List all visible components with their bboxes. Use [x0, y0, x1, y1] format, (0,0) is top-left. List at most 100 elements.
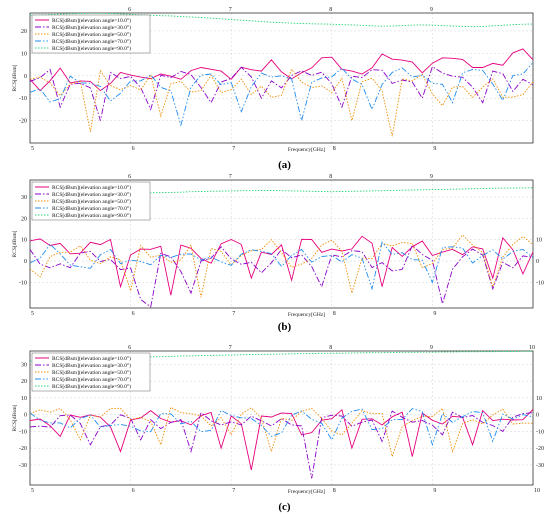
- y-tick-label: 30: [21, 195, 27, 201]
- y-tick-label: 10: [21, 238, 27, 244]
- y-tick-label: 30: [21, 362, 27, 368]
- x-tick-label: 7: [232, 311, 235, 317]
- series-line-4: [30, 241, 533, 291]
- legend-label: RCS[dBsm](elevation angle=70.0°): [52, 38, 131, 45]
- y-axis-label: RCS[dBsm]: [12, 230, 18, 257]
- y-tick-label: 0: [24, 413, 27, 419]
- x-tick-label: 9: [433, 146, 436, 152]
- plot-frame: [29, 179, 534, 309]
- series-line-1: [30, 408, 533, 470]
- x-tick-label: 10: [534, 488, 540, 494]
- x-tick-label: 5: [31, 311, 34, 317]
- legend-label: RCS[dBsm](elevation angle=10.0°): [52, 17, 131, 24]
- series-line-2: [30, 244, 533, 308]
- plot-frame: [29, 12, 534, 144]
- x-tick-label-top: 7: [229, 345, 232, 351]
- y-tick-label-right: -10: [536, 429, 544, 435]
- legend-label: RCS[dBsm](elevation angle=30.0°): [52, 362, 131, 369]
- legend-label: RCS[dBsm](elevation angle=30.0°): [52, 191, 131, 198]
- x-tick-label: 5: [31, 488, 34, 494]
- y-axis-label: RCS[dBsm]: [12, 404, 18, 431]
- x-tick-label: 7: [232, 488, 235, 494]
- series-line-3: [30, 68, 533, 137]
- y-tick-label: -20: [19, 119, 27, 125]
- y-tick-label-right: -30: [536, 463, 544, 469]
- y-tick-label-right: 0: [536, 259, 539, 265]
- panel-caption: (c): [278, 501, 291, 513]
- x-tick-label-top: 6: [128, 174, 131, 180]
- y-tick-label: -20: [19, 446, 27, 452]
- x-tick-label-top: 7: [229, 174, 232, 180]
- legend-label: RCS[dBsm](elevation angle=70.0°): [52, 205, 131, 212]
- x-tick-label: 6: [132, 311, 135, 317]
- series-line-1: [30, 48, 533, 92]
- x-tick-label: 9: [433, 488, 436, 494]
- x-tick-label-top: 9: [430, 345, 433, 351]
- panel-caption: (a): [278, 159, 291, 171]
- x-tick-label-top: 6: [128, 7, 131, 13]
- x-tick-label: 8: [333, 488, 336, 494]
- x-tick-label: 8: [333, 311, 336, 317]
- legend-label: RCS[dBsm](elevation angle=70.0°): [52, 376, 131, 383]
- legend-box: [31, 181, 151, 221]
- x-axis-label: Frequency[GHz]: [288, 147, 325, 153]
- x-tick-label-top: 9: [430, 7, 433, 13]
- legend-box: [31, 352, 151, 392]
- y-tick-label: -10: [19, 280, 27, 286]
- chart-panel-3: 5 6 6 7 7 8 8 9 9 10 10 30 20 10 0 -10 -20 -30 10 0 -10 -20 -3…: [12, 345, 544, 513]
- y-tick-label-right: 10: [536, 396, 542, 402]
- y-tick-label: -10: [19, 96, 27, 102]
- x-tick-label: 6: [132, 146, 135, 152]
- series-line-3: [30, 406, 533, 459]
- x-axis-label: Frequency[GHz]: [288, 312, 325, 318]
- y-tick-label: 10: [21, 396, 27, 402]
- panel-caption: (b): [278, 321, 292, 333]
- series-line-2: [30, 410, 533, 479]
- series-line-1: [30, 235, 533, 296]
- y-tick-label: 20: [21, 379, 27, 385]
- chart-panel-2: 5 6 6 7 7 8 8 9 9 30 20 10 0 -10 10 0 -10 Frequency[GHz] R…: [12, 174, 544, 333]
- plot-frame: [29, 350, 534, 486]
- legend-label: RCS[dBsm](elevation angle=90.0°): [52, 45, 131, 52]
- legend-label: RCS[dBsm](elevation angle=10.0°): [52, 355, 131, 362]
- x-tick-label-top: 9: [430, 174, 433, 180]
- legend-label: RCS[dBsm](elevation angle=50.0°): [52, 31, 131, 38]
- x-tick-label: 8: [333, 146, 336, 152]
- x-tick-label: 7: [232, 146, 235, 152]
- y-tick-label-right: 0: [536, 413, 539, 419]
- x-tick-label-top: 8: [329, 7, 332, 13]
- x-tick-label: 6: [132, 488, 135, 494]
- y-tick-label-right: -20: [536, 446, 544, 452]
- y-tick-label: -10: [19, 429, 27, 435]
- y-tick-label: 20: [21, 29, 27, 35]
- legend-label: RCS[dBsm](elevation angle=10.0°): [52, 184, 131, 191]
- y-axis-label: RCS[dBsm]: [12, 64, 18, 91]
- x-tick-label: 5: [31, 146, 34, 152]
- y-tick-label: -30: [19, 463, 27, 469]
- x-tick-label: 9: [433, 311, 436, 317]
- x-tick-label-top: 8: [329, 174, 332, 180]
- series-line-2: [30, 65, 533, 121]
- series-line-4: [30, 408, 533, 447]
- y-tick-label: 20: [21, 216, 27, 222]
- y-tick-label: 0: [24, 74, 27, 80]
- x-tick-label-top: 6: [128, 345, 131, 351]
- series-line-4: [30, 62, 533, 127]
- legend-label: RCS[dBsm](elevation angle=90.0°): [52, 383, 131, 390]
- x-axis-label: Frequency[GHz]: [288, 489, 325, 495]
- legend-label: RCS[dBsm](elevation angle=50.0°): [52, 369, 131, 376]
- y-tick-label: 10: [21, 51, 27, 57]
- x-tick-label-top: 8: [329, 345, 332, 351]
- x-tick-label-top: 7: [229, 7, 232, 13]
- legend-box: [31, 14, 151, 54]
- y-tick-label-right: 10: [536, 238, 542, 244]
- series-line-3: [30, 234, 533, 298]
- legend-label: RCS[dBsm](elevation angle=30.0°): [52, 24, 131, 31]
- legend-label: RCS[dBsm](elevation angle=50.0°): [52, 198, 131, 205]
- x-tick-label-top: 10: [529, 345, 535, 351]
- y-tick-label-right: -10: [536, 280, 544, 286]
- legend-label: RCS[dBsm](elevation angle=90.0°): [52, 212, 131, 219]
- y-tick-label: 0: [24, 259, 27, 265]
- chart-panel-1: 5 6 6 7 7 8 8 9 9 20 10 0 -10 -20 Frequency[GHz] RCS[dB…: [12, 7, 534, 171]
